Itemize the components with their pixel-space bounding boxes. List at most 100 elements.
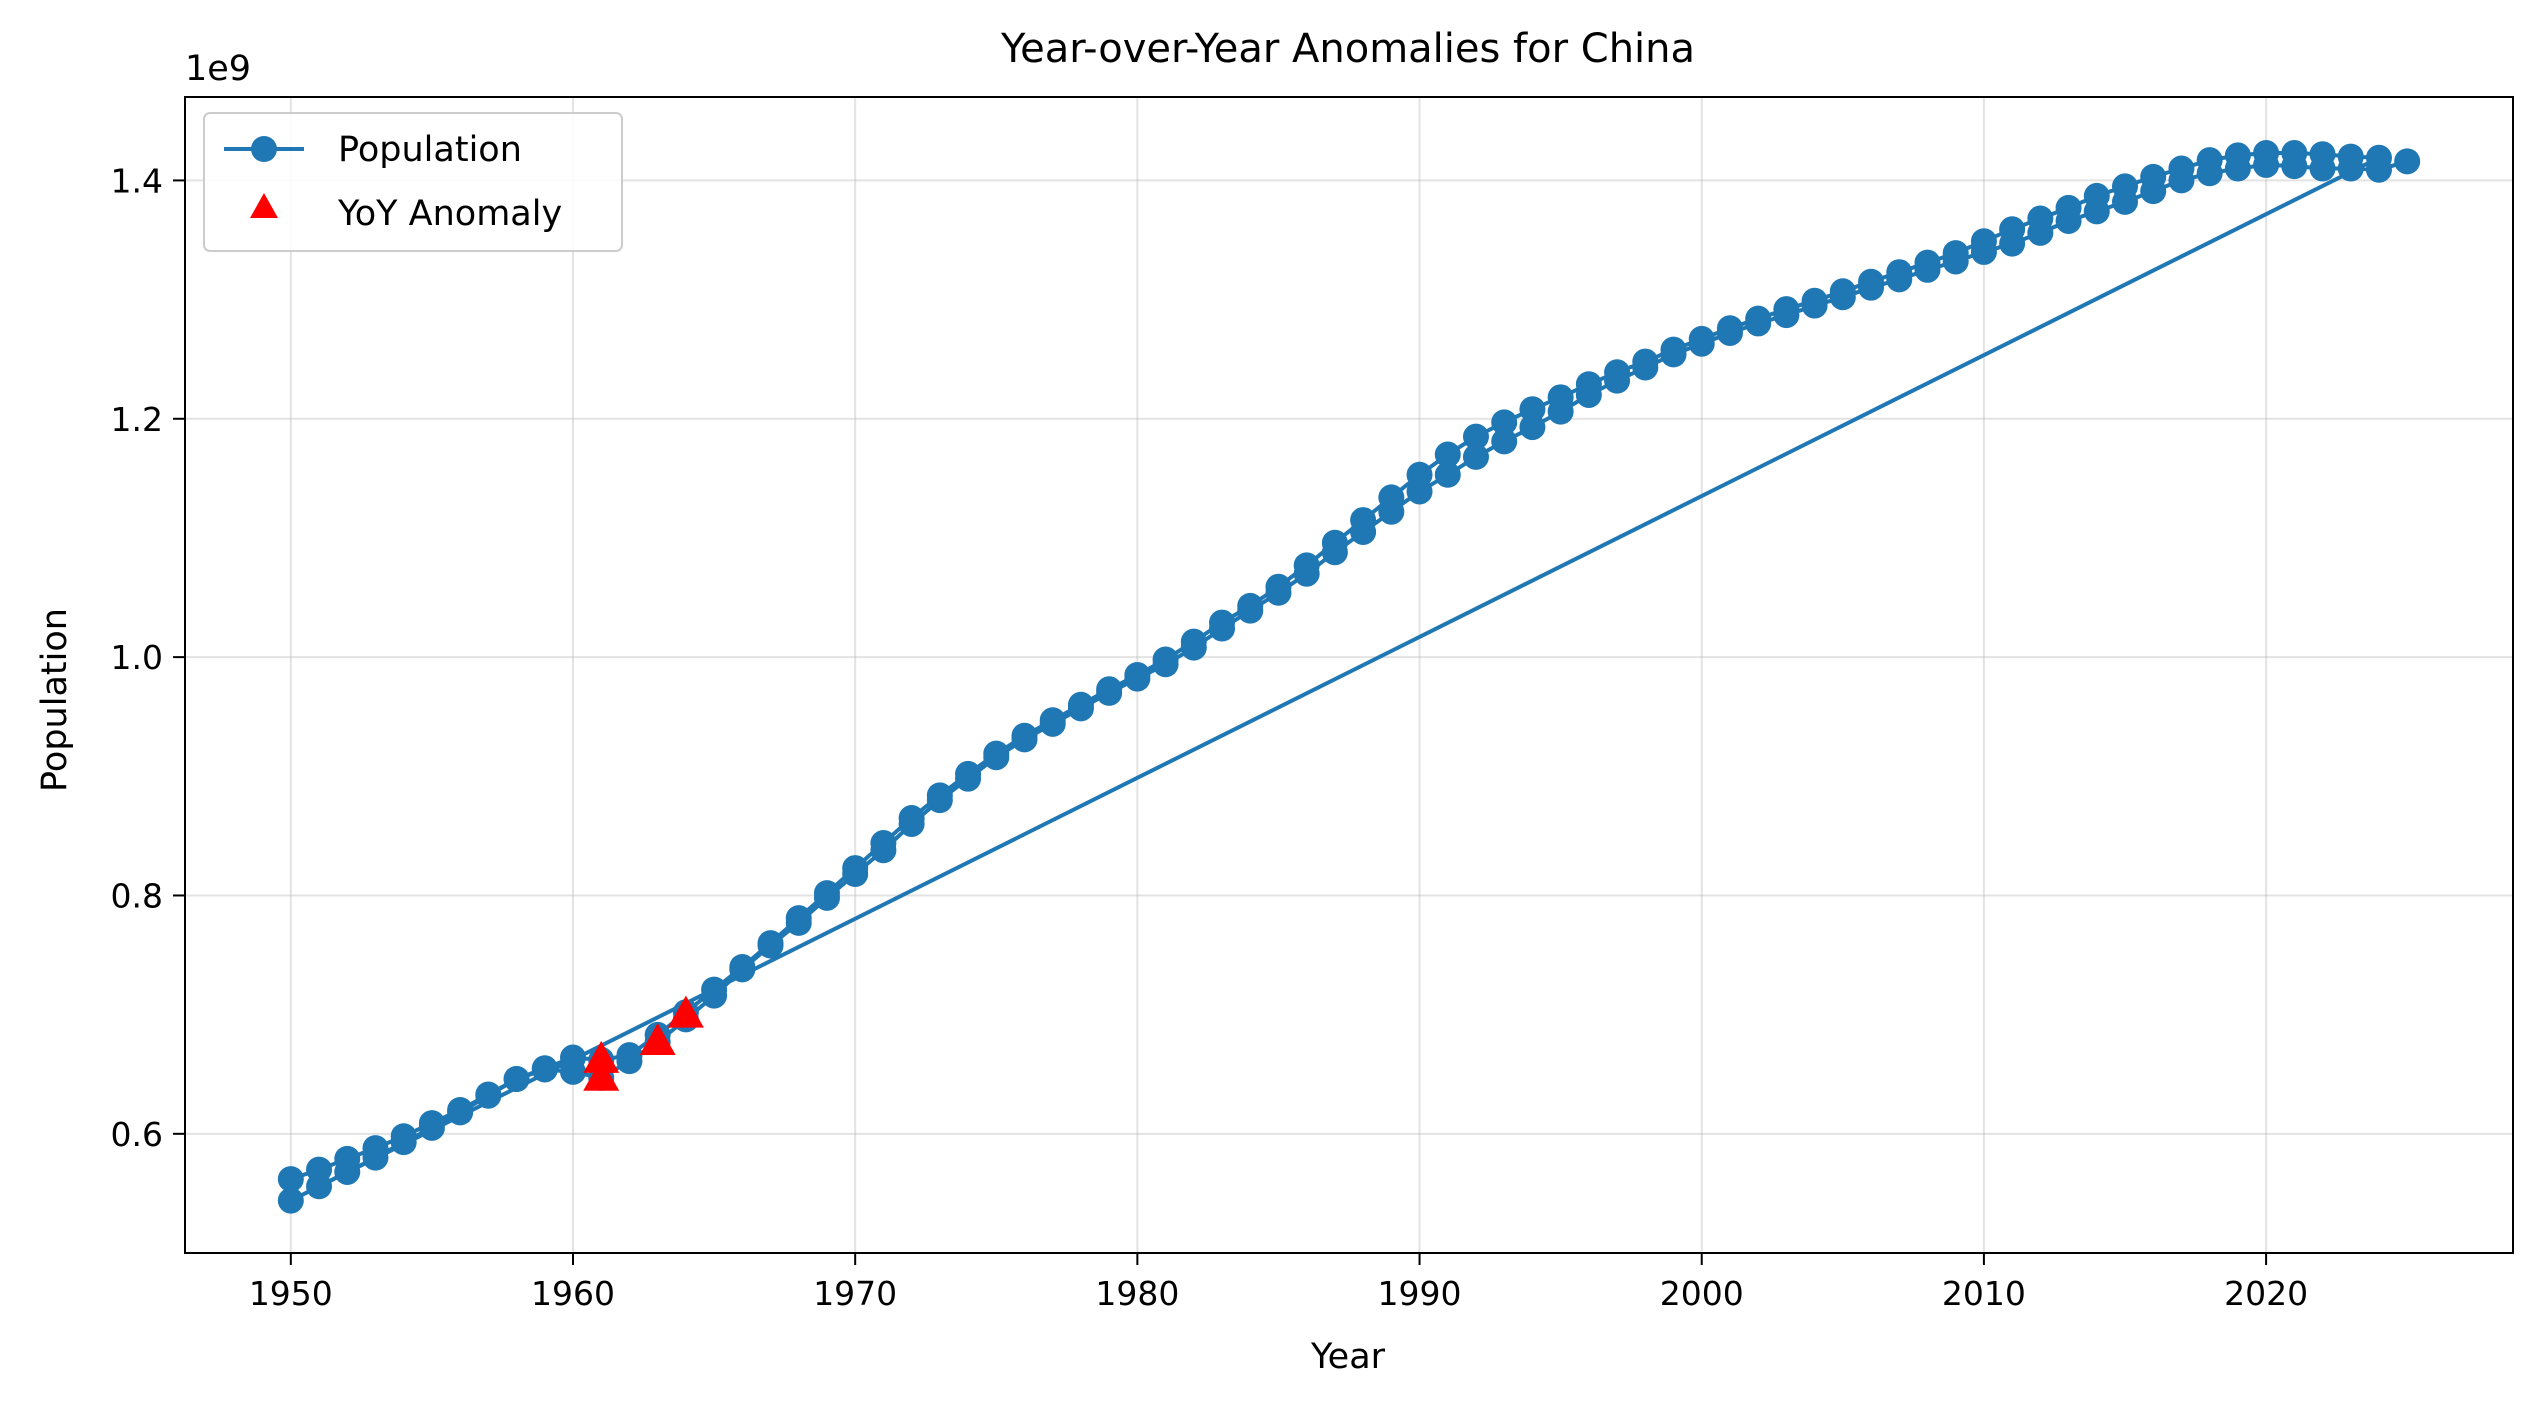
- population-data-point: [2196, 160, 2223, 187]
- population-data-point: [1237, 597, 1264, 624]
- population-data-point: [2055, 207, 2082, 234]
- legend-anomaly-marker: [250, 193, 278, 218]
- population-data-point: [2253, 151, 2280, 178]
- legend-label-population: Population: [338, 130, 522, 170]
- population-data-point: [1350, 518, 1377, 545]
- population-data-point: [560, 1058, 586, 1085]
- population-data-point: [2337, 155, 2364, 182]
- population-data-point: [1547, 398, 1574, 425]
- y-axis-offset-text: 1e9: [185, 49, 251, 89]
- population-data-point: [983, 744, 1010, 771]
- population-data-point: [1265, 579, 1292, 606]
- population-data-point: [1491, 409, 1518, 436]
- population-data-point: [1716, 319, 1743, 346]
- population-data-point: [701, 982, 728, 1009]
- population-data-point: [2083, 198, 2110, 225]
- y-axis-label: Population: [35, 608, 75, 792]
- population-data-point: [1321, 539, 1348, 566]
- population-data-point: [785, 909, 812, 936]
- population-data-point: [1209, 615, 1236, 642]
- population-data-point: [616, 1048, 643, 1075]
- population-data-point: [2365, 156, 2392, 183]
- x-tick-label: 1950: [249, 1274, 333, 1313]
- population-data-point: [1660, 341, 1687, 368]
- population-data-point: [1942, 248, 1969, 275]
- population-data-point: [277, 1166, 304, 1193]
- population-data-point: [2281, 153, 2308, 180]
- population-data-point: [390, 1129, 417, 1156]
- population-data-point: [2309, 155, 2336, 182]
- x-tick-label: 1970: [813, 1274, 897, 1313]
- population-data-point: [813, 884, 840, 911]
- population-data-point: [1801, 292, 1828, 319]
- population-data-point: [1180, 634, 1207, 661]
- population-data-point: [475, 1082, 502, 1109]
- population-data-point: [1858, 274, 1885, 301]
- y-tick-label: 0.8: [111, 876, 163, 915]
- population-data-point: [1519, 414, 1546, 441]
- population-data-point: [2140, 178, 2167, 205]
- population-data-point: [1067, 695, 1094, 722]
- population-data-point: [1575, 381, 1602, 408]
- x-tick-label: 1990: [1378, 1274, 1462, 1313]
- population-data-point: [2112, 188, 2138, 215]
- population-data-point: [1462, 443, 1489, 470]
- population-data-point: [1970, 238, 1997, 265]
- population-data-point: [898, 810, 925, 837]
- population-data-point: [531, 1056, 558, 1083]
- population-data-point: [1519, 396, 1546, 423]
- y-tick-label: 1.0: [111, 638, 163, 677]
- population-data-point: [447, 1099, 474, 1126]
- grid-lines: [185, 97, 2513, 1253]
- population-data-point: [1829, 284, 1856, 311]
- population-data-point: [334, 1158, 361, 1185]
- population-data-point: [2168, 167, 2195, 194]
- y-tick-label: 0.6: [111, 1115, 163, 1154]
- population-data-point: [1688, 330, 1715, 357]
- yoy-anomaly-marker: [583, 1040, 620, 1073]
- legend-population-marker: [251, 136, 277, 162]
- population-data-point: [1096, 679, 1123, 706]
- population-data-point: [1745, 310, 1772, 337]
- x-tick-label: 1960: [531, 1274, 615, 1313]
- population-data-point: [418, 1114, 445, 1141]
- population-data-point: [1434, 461, 1461, 488]
- population-data-point: [1914, 256, 1941, 283]
- population-data-point: [306, 1173, 333, 1200]
- x-axis-label: Year: [1310, 1337, 1386, 1377]
- population-data-point: [1152, 651, 1179, 678]
- legend-label-yoy-anomaly: YoY Anomaly: [337, 194, 562, 234]
- population-data-point: [503, 1066, 530, 1093]
- yoy-anomaly-marker: [639, 1023, 676, 1056]
- axes-frame: [184, 96, 2514, 1254]
- population-data-point: [729, 956, 756, 983]
- population-data-point: [1039, 710, 1066, 737]
- y-tick-label: 1.4: [111, 161, 163, 200]
- population-data-point: [1293, 560, 1320, 587]
- population-data-point: [1124, 665, 1151, 692]
- population-data-point: [1999, 230, 2026, 257]
- x-tick-label: 2000: [1660, 1274, 1744, 1313]
- population-data-point: [1604, 367, 1631, 394]
- chart-title: Year-over-Year Anomalies for China: [1000, 26, 1695, 72]
- population-data-point: [1632, 354, 1659, 381]
- x-tick-label: 2020: [2224, 1274, 2308, 1313]
- population-data-point: [757, 932, 784, 959]
- x-tick-label: 1980: [1095, 1274, 1179, 1313]
- population-data-point: [1491, 428, 1518, 455]
- population-data-point: [955, 765, 982, 792]
- legend-frame: [203, 112, 623, 252]
- yoy-anomaly-marker: [667, 995, 704, 1028]
- x-tick-label: 2010: [1942, 1274, 2026, 1313]
- tick-marks: 1950 1960 1970 1980 1990 2000 2010 2020 0.6 0.8 1.…: [111, 161, 2309, 1313]
- population-data-point: [1434, 441, 1461, 468]
- population-data-point: [1773, 302, 1800, 329]
- population-data-point: [277, 1187, 304, 1214]
- plot-area: [277, 140, 2421, 1214]
- population-data-point: [1378, 498, 1405, 525]
- population-data-point: [1406, 478, 1433, 505]
- population-data-point: [1462, 423, 1489, 450]
- population-data-point: [870, 837, 897, 864]
- population-data-point: [2224, 155, 2251, 182]
